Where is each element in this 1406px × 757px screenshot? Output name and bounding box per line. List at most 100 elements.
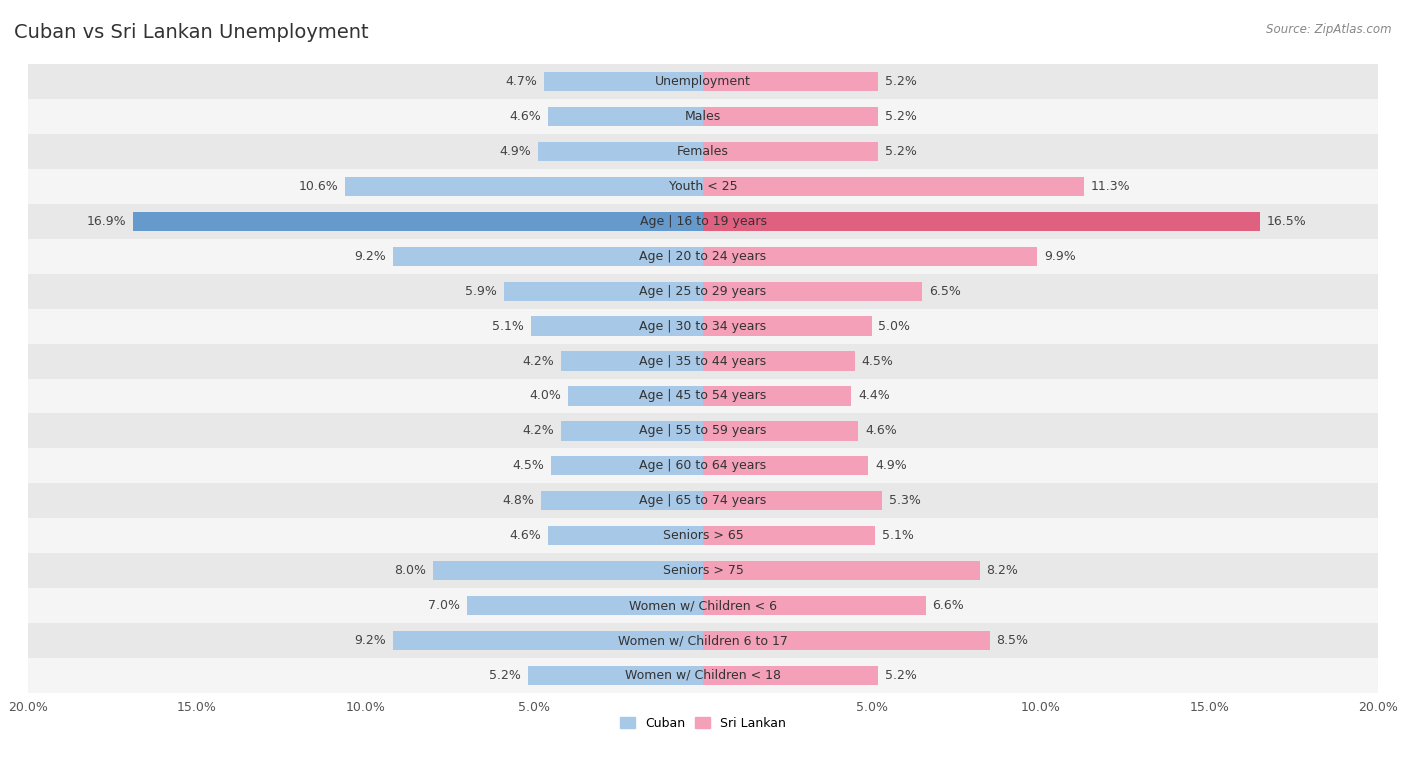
Text: 4.6%: 4.6% [509,529,541,542]
Bar [703,142,879,161]
Bar [28,448,1378,483]
Text: 5.3%: 5.3% [889,494,921,507]
Text: 8.0%: 8.0% [394,564,426,577]
Text: 4.2%: 4.2% [523,425,554,438]
Bar [703,666,879,685]
Bar [703,631,990,650]
Bar [28,413,1378,448]
Text: 5.2%: 5.2% [886,669,917,682]
Bar [544,72,703,91]
Bar [28,553,1378,588]
Text: Age | 16 to 19 years: Age | 16 to 19 years [640,215,766,228]
Text: Unemployment: Unemployment [655,75,751,88]
Bar [392,631,703,650]
Text: Age | 65 to 74 years: Age | 65 to 74 years [640,494,766,507]
Bar [548,526,703,545]
Text: 11.3%: 11.3% [1091,180,1130,193]
Bar [132,212,703,231]
Bar [28,588,1378,623]
Text: Age | 35 to 44 years: Age | 35 to 44 years [640,354,766,368]
Bar [568,386,703,406]
Text: Youth < 25: Youth < 25 [669,180,737,193]
Text: Women w/ Children 6 to 17: Women w/ Children 6 to 17 [619,634,787,647]
Text: Women w/ Children < 6: Women w/ Children < 6 [628,599,778,612]
Bar [703,422,858,441]
Bar [703,386,852,406]
Text: 4.0%: 4.0% [530,389,561,403]
Text: Age | 55 to 59 years: Age | 55 to 59 years [640,425,766,438]
Bar [703,282,922,301]
Text: 4.8%: 4.8% [502,494,534,507]
Bar [28,344,1378,378]
Bar [346,176,703,196]
Bar [28,169,1378,204]
Text: 7.0%: 7.0% [427,599,460,612]
Bar [28,64,1378,99]
Bar [703,351,855,371]
Bar [703,456,869,475]
Bar [28,134,1378,169]
Bar [392,247,703,266]
Text: 4.9%: 4.9% [875,459,907,472]
Bar [561,351,703,371]
Bar [703,526,875,545]
Text: 4.9%: 4.9% [499,145,531,158]
Bar [703,561,980,581]
Text: 4.5%: 4.5% [862,354,893,368]
Bar [503,282,703,301]
Text: 9.2%: 9.2% [354,634,385,647]
Bar [703,491,882,510]
Text: Age | 20 to 24 years: Age | 20 to 24 years [640,250,766,263]
Bar [531,316,703,335]
Text: Seniors > 65: Seniors > 65 [662,529,744,542]
Bar [28,99,1378,134]
Bar [28,238,1378,274]
Text: Males: Males [685,110,721,123]
Bar [561,422,703,441]
Bar [28,204,1378,238]
Text: 5.2%: 5.2% [886,75,917,88]
Text: 16.5%: 16.5% [1267,215,1306,228]
Text: Cuban vs Sri Lankan Unemployment: Cuban vs Sri Lankan Unemployment [14,23,368,42]
Text: 6.6%: 6.6% [932,599,965,612]
Text: Age | 45 to 54 years: Age | 45 to 54 years [640,389,766,403]
Text: 6.5%: 6.5% [929,285,960,298]
Text: Source: ZipAtlas.com: Source: ZipAtlas.com [1267,23,1392,36]
Text: 4.6%: 4.6% [865,425,897,438]
Text: Seniors > 75: Seniors > 75 [662,564,744,577]
Text: Age | 60 to 64 years: Age | 60 to 64 years [640,459,766,472]
Bar [703,316,872,335]
Bar [703,176,1084,196]
Text: 16.9%: 16.9% [86,215,127,228]
Bar [537,142,703,161]
Bar [28,274,1378,309]
Text: 8.5%: 8.5% [997,634,1029,647]
Text: Women w/ Children < 18: Women w/ Children < 18 [626,669,780,682]
Text: 5.1%: 5.1% [492,319,524,332]
Text: 5.9%: 5.9% [465,285,498,298]
Legend: Cuban, Sri Lankan: Cuban, Sri Lankan [614,712,792,735]
Bar [28,483,1378,519]
Text: 4.7%: 4.7% [506,75,537,88]
Bar [28,378,1378,413]
Bar [703,212,1260,231]
Text: 5.2%: 5.2% [886,110,917,123]
Text: 8.2%: 8.2% [987,564,1018,577]
Text: 5.2%: 5.2% [489,669,520,682]
Bar [28,309,1378,344]
Bar [527,666,703,685]
Text: Age | 25 to 29 years: Age | 25 to 29 years [640,285,766,298]
Text: 9.9%: 9.9% [1043,250,1076,263]
Bar [28,623,1378,658]
Bar [433,561,703,581]
Bar [28,658,1378,693]
Text: 4.4%: 4.4% [858,389,890,403]
Text: 5.0%: 5.0% [879,319,911,332]
Bar [541,491,703,510]
Text: 5.2%: 5.2% [886,145,917,158]
Bar [548,107,703,126]
Text: 4.5%: 4.5% [513,459,544,472]
Bar [703,107,879,126]
Text: Females: Females [678,145,728,158]
Bar [703,596,925,615]
